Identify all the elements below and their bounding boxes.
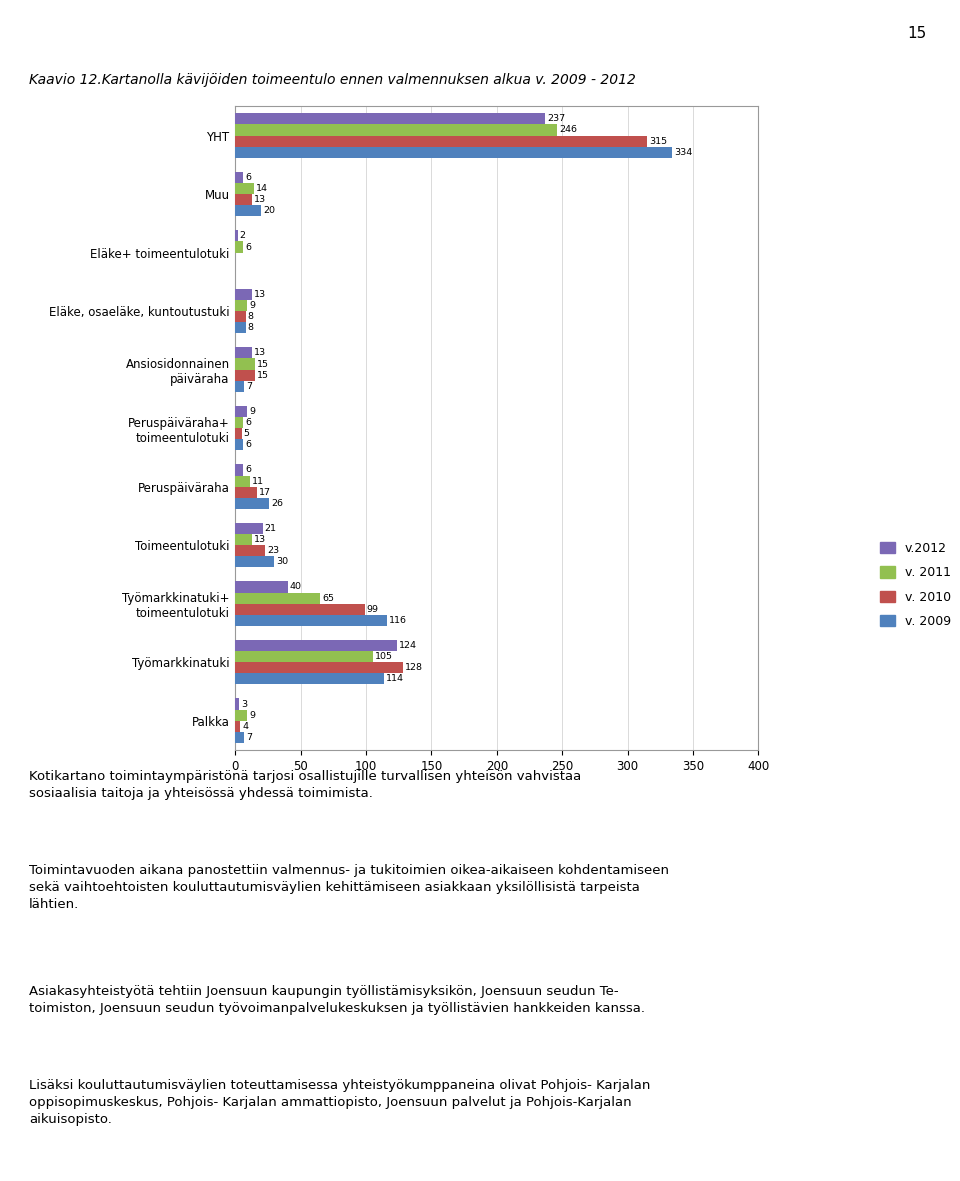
Legend: v.2012, v. 2011, v. 2010, v. 2009: v.2012, v. 2011, v. 2010, v. 2009 xyxy=(880,542,951,628)
Text: Kaavio 12.Kartanolla kävijöiden toimeentulo ennen valmennuksen alkua v. 2009 - 2: Kaavio 12.Kartanolla kävijöiden toimeent… xyxy=(29,73,636,87)
Text: 13: 13 xyxy=(254,348,266,358)
Text: 99: 99 xyxy=(367,605,378,614)
Text: 13: 13 xyxy=(254,195,266,204)
Bar xyxy=(235,113,545,124)
Text: 128: 128 xyxy=(404,664,422,672)
Text: 15: 15 xyxy=(256,359,269,368)
Bar xyxy=(235,171,243,183)
Bar xyxy=(235,428,242,439)
Bar xyxy=(235,698,239,710)
Bar xyxy=(235,720,240,732)
Text: 246: 246 xyxy=(559,125,577,135)
Bar xyxy=(235,556,275,567)
Text: 30: 30 xyxy=(276,557,289,567)
Text: 9: 9 xyxy=(249,407,255,416)
Bar xyxy=(235,380,245,392)
Text: 20: 20 xyxy=(263,207,276,215)
Bar xyxy=(235,732,245,743)
Bar xyxy=(235,322,246,333)
Text: 65: 65 xyxy=(323,594,334,602)
Text: 105: 105 xyxy=(374,652,393,661)
Text: 6: 6 xyxy=(245,172,251,182)
Text: 114: 114 xyxy=(386,674,404,684)
Bar xyxy=(235,183,253,194)
Bar xyxy=(235,300,247,311)
Bar xyxy=(235,497,269,509)
Text: 237: 237 xyxy=(547,115,565,123)
Text: 3: 3 xyxy=(241,699,248,709)
Bar xyxy=(235,640,397,651)
Bar xyxy=(235,663,402,673)
Bar xyxy=(235,311,246,322)
Bar xyxy=(235,651,372,663)
Text: 2: 2 xyxy=(240,231,246,241)
Bar xyxy=(235,146,672,158)
Text: 11: 11 xyxy=(252,477,264,485)
Bar xyxy=(235,546,265,556)
Bar xyxy=(235,673,384,685)
Text: 6: 6 xyxy=(245,441,251,449)
Text: Toimintavuoden aikana panostettiin valmennus- ja tukitoimien oikea-aikaiseen koh: Toimintavuoden aikana panostettiin valme… xyxy=(29,864,669,912)
Text: 40: 40 xyxy=(290,582,301,592)
Bar xyxy=(235,593,321,603)
Bar xyxy=(235,289,252,300)
Bar xyxy=(235,347,252,359)
Text: Lisäksi kouluttautumisväylien toteuttamisessa yhteistyökumppaneina olivat Pohjoi: Lisäksi kouluttautumisväylien toteuttami… xyxy=(29,1079,650,1127)
Text: 5: 5 xyxy=(244,429,250,438)
Text: 9: 9 xyxy=(249,301,255,311)
Bar xyxy=(235,406,247,417)
Bar xyxy=(235,230,238,241)
Bar xyxy=(235,359,254,370)
Text: 17: 17 xyxy=(259,488,272,497)
Text: 9: 9 xyxy=(249,711,255,719)
Text: 315: 315 xyxy=(649,137,667,145)
Bar xyxy=(235,581,288,593)
Text: 21: 21 xyxy=(265,524,276,533)
Bar xyxy=(235,439,243,450)
Text: Asiakasyhteistyötä tehtiin Joensuun kaupungin työllistämisyksikön, Joensuun seud: Asiakasyhteistyötä tehtiin Joensuun kaup… xyxy=(29,985,645,1014)
Text: 7: 7 xyxy=(247,381,252,391)
Text: 13: 13 xyxy=(254,289,266,299)
Bar xyxy=(235,241,243,253)
Text: 13: 13 xyxy=(254,535,266,544)
Bar xyxy=(235,464,243,476)
Bar xyxy=(235,710,247,720)
Bar xyxy=(235,603,365,615)
Bar xyxy=(235,487,257,497)
Text: 124: 124 xyxy=(399,641,418,650)
Text: 26: 26 xyxy=(271,498,283,508)
Bar xyxy=(235,615,387,626)
Text: 15: 15 xyxy=(907,26,926,41)
Bar xyxy=(235,194,252,205)
Text: Kotikartano toimintaympäristönä tarjosi osallistujille turvallisen yhteisön vahv: Kotikartano toimintaympäristönä tarjosi … xyxy=(29,770,581,800)
Text: 116: 116 xyxy=(389,615,407,625)
Text: 6: 6 xyxy=(245,465,251,475)
Text: 15: 15 xyxy=(256,371,269,379)
Bar xyxy=(235,523,263,534)
Bar xyxy=(235,534,252,546)
Text: 23: 23 xyxy=(267,546,279,555)
Bar xyxy=(235,205,261,216)
Text: 8: 8 xyxy=(248,324,253,332)
Text: 334: 334 xyxy=(674,148,692,157)
Bar xyxy=(235,476,250,487)
Text: 6: 6 xyxy=(245,242,251,252)
Text: 14: 14 xyxy=(255,184,268,193)
Bar xyxy=(235,370,254,380)
Text: 8: 8 xyxy=(248,312,253,321)
Text: 4: 4 xyxy=(242,722,249,731)
Bar xyxy=(235,136,647,146)
Bar xyxy=(235,417,243,429)
Bar xyxy=(235,124,557,136)
Text: 7: 7 xyxy=(247,733,252,742)
Text: 6: 6 xyxy=(245,418,251,428)
